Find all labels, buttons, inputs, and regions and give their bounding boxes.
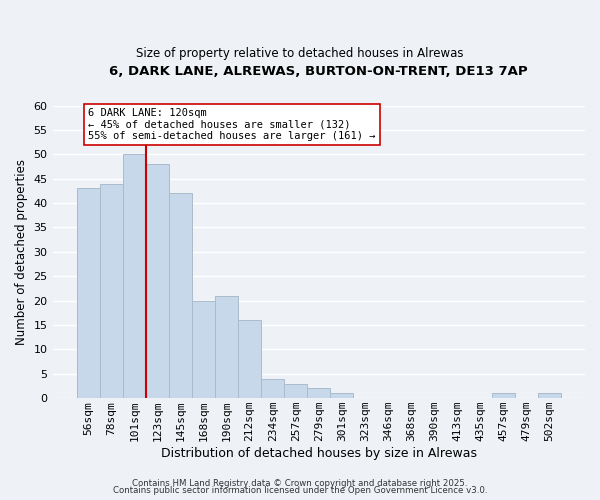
Bar bbox=[100, 184, 123, 398]
Text: Size of property relative to detached houses in Alrewas: Size of property relative to detached ho… bbox=[136, 48, 464, 60]
Bar bbox=[238, 320, 261, 398]
Text: Contains public sector information licensed under the Open Government Licence v3: Contains public sector information licen… bbox=[113, 486, 487, 495]
Bar bbox=[169, 194, 192, 398]
Text: 6 DARK LANE: 120sqm
← 45% of detached houses are smaller (132)
55% of semi-detac: 6 DARK LANE: 120sqm ← 45% of detached ho… bbox=[88, 108, 376, 141]
Bar bbox=[330, 394, 353, 398]
Bar bbox=[123, 154, 146, 398]
X-axis label: Distribution of detached houses by size in Alrewas: Distribution of detached houses by size … bbox=[161, 447, 477, 460]
Title: 6, DARK LANE, ALREWAS, BURTON-ON-TRENT, DE13 7AP: 6, DARK LANE, ALREWAS, BURTON-ON-TRENT, … bbox=[109, 65, 528, 78]
Bar bbox=[146, 164, 169, 398]
Bar bbox=[307, 388, 330, 398]
Bar bbox=[192, 300, 215, 398]
Bar bbox=[491, 394, 515, 398]
Bar bbox=[77, 188, 100, 398]
Text: Contains HM Land Registry data © Crown copyright and database right 2025.: Contains HM Land Registry data © Crown c… bbox=[132, 478, 468, 488]
Bar bbox=[538, 394, 561, 398]
Bar bbox=[284, 384, 307, 398]
Bar bbox=[215, 296, 238, 398]
Y-axis label: Number of detached properties: Number of detached properties bbox=[15, 159, 28, 345]
Bar bbox=[261, 378, 284, 398]
